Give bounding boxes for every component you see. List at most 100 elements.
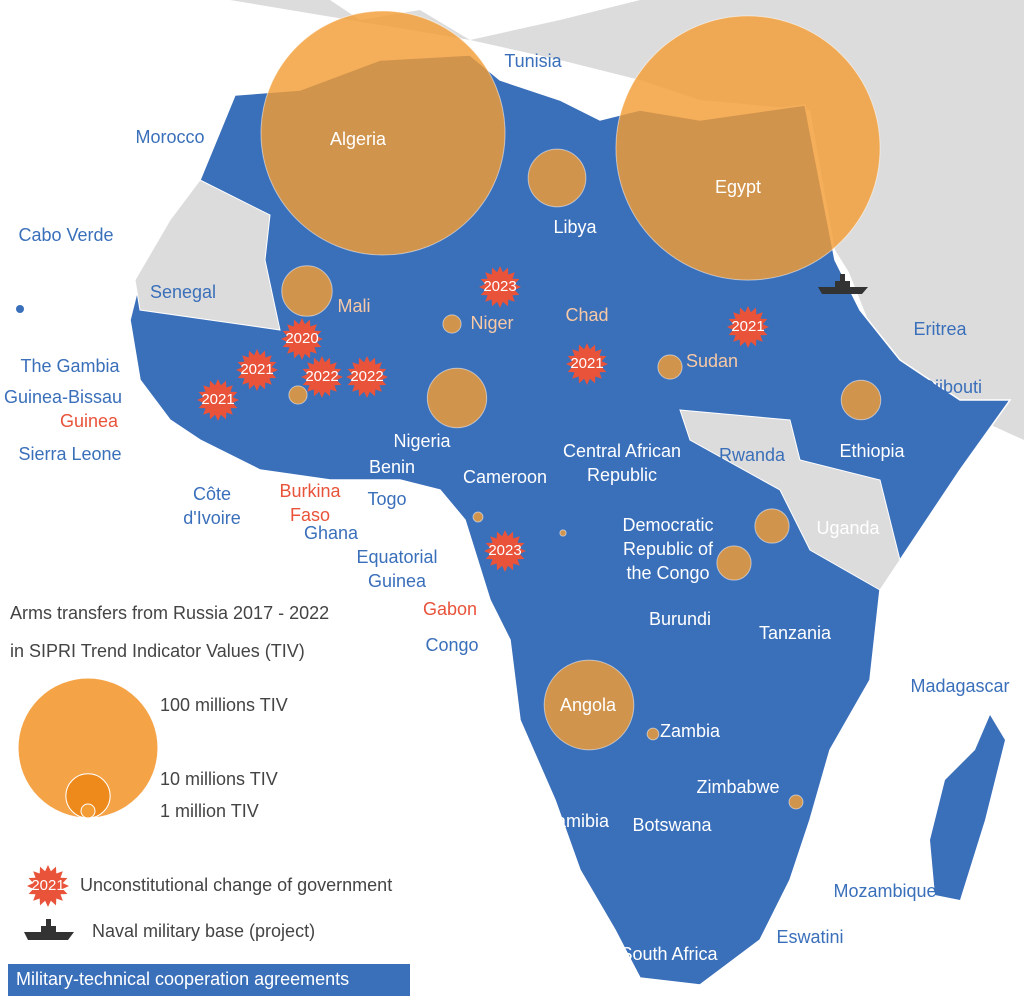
country-label: Cabo Verde — [18, 225, 113, 245]
coup-burst — [346, 356, 388, 398]
country-label: Gabon — [423, 599, 477, 619]
non-agreement-east — [679, 409, 901, 591]
ship-icon — [818, 274, 868, 294]
country-label: South Africa — [620, 944, 718, 964]
transfers — [260, 10, 882, 810]
transfer-circle — [788, 794, 804, 810]
country-label: Congo — [425, 635, 478, 655]
coup-burst — [727, 306, 769, 348]
country-label: Equatorial — [356, 547, 437, 567]
coup-burst — [197, 379, 239, 421]
country-label: Eswatini — [776, 927, 843, 947]
country-label: Cameroon — [463, 467, 547, 487]
country-label: Algeria — [330, 129, 387, 149]
country-label: Namibia — [543, 811, 610, 831]
coup-burst — [27, 865, 69, 907]
country-label: Mozambique — [833, 881, 936, 901]
transfer-circle — [260, 10, 506, 256]
coup-year: 2023 — [488, 542, 521, 559]
transfer-circle — [527, 148, 587, 208]
naval-base — [24, 274, 868, 940]
country-label: Botswana — [632, 815, 712, 835]
country-label: Chad — [565, 305, 608, 325]
transfer-circle — [288, 385, 308, 405]
coup-burst — [281, 318, 323, 360]
country-label: The Gambia — [20, 356, 120, 376]
country-label: Benin — [369, 457, 415, 477]
legend-circle — [80, 803, 96, 819]
coup-burst — [566, 343, 608, 385]
country-label: Côte — [193, 484, 231, 504]
coup-year: 2021 — [201, 391, 234, 408]
country-label: Nigeria — [393, 431, 451, 451]
ship-icon — [24, 919, 74, 940]
country-label: Senegal — [150, 282, 216, 302]
country-label: Tanzania — [759, 623, 832, 643]
legend-size-label: 100 millions TIV — [160, 695, 288, 715]
transfer-circle — [840, 379, 882, 421]
legend: Arms transfers from Russia 2017 - 2022 i… — [8, 603, 410, 996]
agreements-box — [8, 964, 410, 996]
coup-year: 2022 — [305, 368, 338, 385]
arabia — [840, 210, 1024, 440]
country-label: Sudan — [686, 351, 738, 371]
country-label: Republic of — [623, 539, 714, 559]
transfer-circle — [657, 354, 683, 380]
country-label: Uganda — [816, 518, 880, 538]
country-label: Rwanda — [719, 445, 786, 465]
transfer-circle — [559, 529, 567, 537]
country-label: Guinea-Bissau — [4, 387, 122, 407]
legend-size-label: 10 millions TIV — [160, 769, 278, 789]
coup-burst — [236, 349, 278, 391]
country-label: Madagascar — [910, 676, 1009, 696]
country-label: Republic — [587, 465, 657, 485]
country-label: Zambia — [660, 721, 721, 741]
transfer-circle — [754, 508, 790, 544]
country-label: Djibouti — [922, 377, 982, 397]
legend-naval: Naval military base (project) — [92, 921, 315, 941]
country-label: Guinea — [60, 411, 119, 431]
coup-burst — [301, 356, 343, 398]
legend-size-label: 1 million TIV — [160, 801, 259, 821]
country-label: Burkina — [279, 481, 341, 501]
country-label: Libya — [553, 217, 597, 237]
legend-agreements: Military-technical cooperation agreement… — [16, 969, 349, 989]
coup-year: 2022 — [350, 368, 383, 385]
madagascar — [930, 715, 1005, 900]
country-label: Burundi — [649, 609, 711, 629]
coup-year: 2023 — [483, 278, 516, 295]
labels: Algeria Egypt Libya Tunisia Morocco Cabo Verd… — [4, 51, 1010, 964]
coup-year: 2021 — [31, 877, 64, 894]
country-label: Angola — [560, 695, 617, 715]
transfer-circle — [442, 314, 462, 334]
transfer-circle — [426, 367, 488, 429]
country-label: Ghana — [304, 523, 359, 543]
country-label: Egypt — [715, 177, 761, 197]
non-agreement-west — [134, 179, 281, 331]
island — [16, 305, 24, 313]
country-label: Ethiopia — [839, 441, 905, 461]
country-label: Democratic — [622, 515, 713, 535]
transfer-circle — [281, 265, 333, 317]
legend-coup: Unconstitutional change of government — [80, 875, 392, 895]
country-label: Eritrea — [913, 319, 967, 339]
coup-year: 2020 — [285, 330, 318, 347]
coup-burst — [484, 530, 526, 572]
transfer-circle — [716, 545, 752, 581]
legend-title: Arms transfers from Russia 2017 - 2022 — [10, 603, 329, 623]
country-label: Sierra Leone — [18, 444, 121, 464]
country-label: Togo — [367, 489, 406, 509]
country-label: Tunisia — [504, 51, 562, 71]
country-label: Niger — [470, 313, 513, 333]
transfer-circle — [543, 659, 635, 751]
country-label: Central African — [563, 441, 681, 461]
country-label: Faso — [290, 505, 330, 525]
coup-year: 2021 — [240, 361, 273, 378]
transfer-circle — [646, 727, 660, 741]
country-label: Morocco — [135, 127, 204, 147]
country-label: Mali — [337, 296, 370, 316]
coup-year: 2021 — [731, 318, 764, 335]
coup-year: 2021 — [570, 355, 603, 372]
